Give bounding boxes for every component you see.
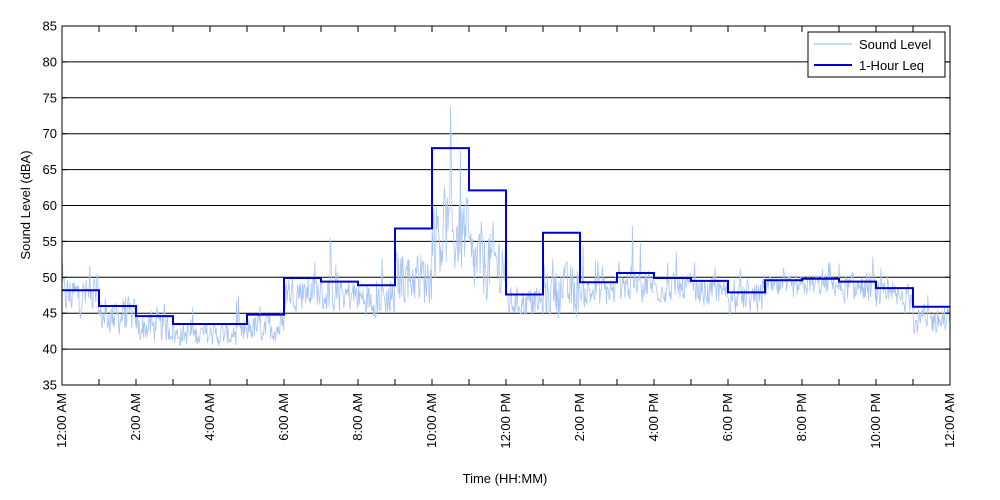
x-tick-label-10: 8:00 PM <box>794 393 809 441</box>
y-axis-label: Sound Level (dBA) <box>18 150 33 259</box>
x-tick-label-5: 10:00 AM <box>424 393 439 448</box>
y-tick-label-70: 70 <box>43 126 57 141</box>
x-tick-label-1: 2:00 AM <box>128 393 143 441</box>
x-tick-label-12: 12:00 AM <box>942 393 957 448</box>
x-tick-label-4: 8:00 AM <box>350 393 365 441</box>
legend-label-sound-level: Sound Level <box>859 37 931 52</box>
x-tick-label-9: 6:00 PM <box>720 393 735 441</box>
y-tick-label-60: 60 <box>43 198 57 213</box>
x-tick-label-7: 2:00 PM <box>572 393 587 441</box>
x-tick-label-11: 10:00 PM <box>868 393 883 449</box>
legend-label-leq: 1-Hour Leq <box>859 58 924 73</box>
x-tick-label-3: 6:00 AM <box>276 393 291 441</box>
y-tick-label-75: 75 <box>43 90 57 105</box>
y-tick-label-65: 65 <box>43 162 57 177</box>
y-tick-label-45: 45 <box>43 306 57 321</box>
legend-box <box>807 31 946 78</box>
x-tick-label-8: 4:00 PM <box>646 393 661 441</box>
x-tick-label-0: 12:00 AM <box>54 393 69 448</box>
y-tick-label-40: 40 <box>43 342 57 357</box>
legend: Sound Level 1-Hour Leq <box>807 31 946 78</box>
x-tick-label-6: 12:00 PM <box>498 393 513 449</box>
y-axis-ticks: 35 40 45 50 55 60 65 70 75 80 85 <box>43 19 950 393</box>
y-tick-label-80: 80 <box>43 54 57 69</box>
y-tick-label-85: 85 <box>43 19 57 34</box>
x-axis-label: Time (HH:MM) <box>463 471 548 486</box>
x-tick-label-2: 4:00 AM <box>202 393 217 441</box>
y-tick-label-55: 55 <box>43 234 57 249</box>
x-axis-ticks: 12:00 AM 2:00 AM 4:00 AM 6:00 AM 8:00 AM 10:0… <box>54 26 957 449</box>
y-tick-label-35: 35 <box>43 378 57 393</box>
leq-series <box>62 147 950 325</box>
y-tick-label-50: 50 <box>43 270 57 285</box>
leq-step-line <box>62 147 950 325</box>
